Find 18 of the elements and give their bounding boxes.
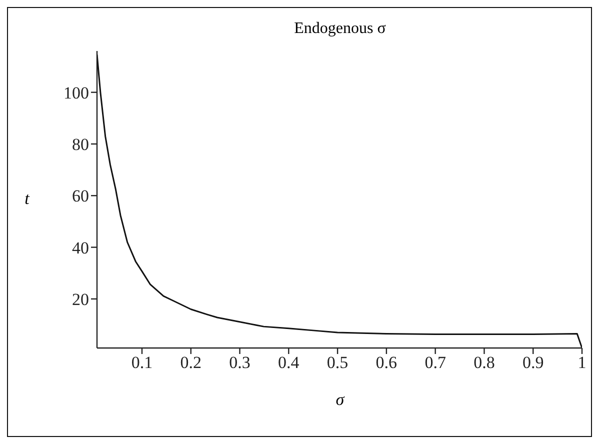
x-tick-label: 0.8 [474,353,495,372]
x-tick-label: 0.5 [326,353,348,372]
x-tick-label: 0.9 [522,353,544,372]
x-tick-label: 0.1 [131,353,153,372]
y-tick-label: 100 [64,83,89,102]
x-tick-label: 0.7 [424,353,446,372]
chart-title: Endogenous σ [293,20,387,38]
x-tick-label: 1 [578,353,586,372]
y-tick-label: 80 [72,135,89,154]
x-axis-title: σ [334,390,346,410]
y-tick-label: 60 [72,186,89,206]
y-tick-label: 20 [72,290,89,309]
x-tick-label: 0.4 [278,353,300,372]
y-axis-title: t [24,189,31,209]
x-tick-label: 0.6 [376,353,398,372]
y-tick-label: 40 [72,238,89,258]
x-tick-label: 0.2 [180,353,202,372]
x-tick-label: 0.3 [229,353,250,372]
